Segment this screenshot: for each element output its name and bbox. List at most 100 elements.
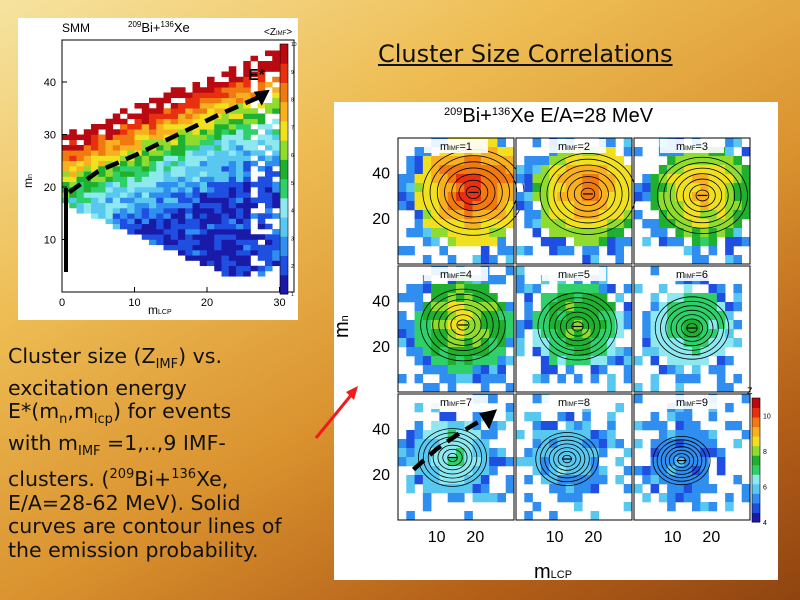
heatmap-cell xyxy=(472,448,482,458)
heatmap-cell xyxy=(439,374,449,384)
heatmap-cell xyxy=(505,302,515,312)
heatmap-cell xyxy=(598,338,608,348)
heatmap-cell xyxy=(62,171,70,177)
heatmap-cell xyxy=(228,150,237,156)
grid-subpanel: mIMF=9 xyxy=(633,393,751,521)
heatmap-cell xyxy=(228,208,237,214)
heatmap-cell xyxy=(565,201,575,211)
colorbar-frame xyxy=(751,397,761,523)
heatmap-cell xyxy=(257,118,266,125)
heatmap-cell xyxy=(221,134,230,141)
heatmap-cell xyxy=(127,160,135,167)
heatmap-cell xyxy=(228,187,237,193)
heatmap-cell xyxy=(178,234,186,240)
heatmap-cell xyxy=(716,183,726,193)
heatmap-cell xyxy=(480,183,490,193)
heatmap-cell xyxy=(598,475,608,485)
heatmap-cell xyxy=(524,165,533,175)
heatmap-cell xyxy=(156,134,164,141)
heatmap-cell xyxy=(574,439,583,449)
heatmap-cell xyxy=(69,150,77,156)
heatmap-cell xyxy=(431,284,440,294)
heatmap-cell xyxy=(497,365,507,375)
heatmap-cell xyxy=(590,174,600,184)
heatmap-cell xyxy=(590,255,600,265)
heatmap-cell xyxy=(582,311,591,321)
heatmap-cell xyxy=(120,108,128,114)
trend-arrow-head xyxy=(253,89,270,106)
heatmap-cell xyxy=(207,103,215,109)
heatmap-cell xyxy=(91,208,99,214)
heatmap-cell xyxy=(439,421,449,431)
heatmap-cell xyxy=(598,302,608,312)
heatmap-cell xyxy=(192,113,201,120)
x-tick-label: 20 xyxy=(584,529,602,546)
heatmap-cell xyxy=(708,302,718,312)
heatmap-cell xyxy=(163,218,172,225)
heatmap-cell xyxy=(243,213,251,219)
heatmap-cell xyxy=(243,82,251,88)
heatmap-cell xyxy=(185,234,193,240)
heatmap-cell xyxy=(716,329,726,339)
heatmap-cell xyxy=(447,293,457,303)
heatmap-cell xyxy=(141,155,150,162)
heatmap-cell xyxy=(733,201,743,211)
heatmap-cell xyxy=(708,293,718,303)
heatmap-cell xyxy=(105,208,114,214)
heatmap-cell xyxy=(439,466,449,476)
heatmap-cell xyxy=(62,160,70,167)
heatmap-cell xyxy=(692,448,701,458)
heatmap-cell xyxy=(199,160,208,167)
heatmap-cell xyxy=(185,97,193,104)
heatmap-cell xyxy=(598,183,608,193)
heatmap-cell xyxy=(243,134,251,141)
heatmap-cell xyxy=(549,320,558,330)
heatmap-cell xyxy=(598,439,608,449)
heatmap-cell xyxy=(700,311,709,321)
heatmap-cell xyxy=(524,183,533,193)
heatmap-cell xyxy=(120,208,128,214)
heatmap-cell xyxy=(243,197,251,204)
heatmap-cell xyxy=(243,150,251,156)
colorbar-segment xyxy=(280,236,288,257)
heatmap-cell xyxy=(105,129,114,135)
heatmap-cell xyxy=(590,484,600,494)
heatmap-cell xyxy=(431,383,440,393)
heatmap-cell xyxy=(708,338,718,348)
panel-label-bg xyxy=(424,139,488,153)
heatmap-cell xyxy=(650,475,660,485)
heatmap-cell xyxy=(406,457,415,467)
heatmap-cell xyxy=(214,150,222,156)
heatmap-cell xyxy=(497,448,507,458)
smm-excitation-label: E* xyxy=(248,67,266,84)
heatmap-cell xyxy=(257,103,266,109)
heatmap-cell xyxy=(228,160,237,167)
heatmap-cell xyxy=(257,181,266,188)
heatmap-cell xyxy=(650,457,660,467)
smm-colorbar-label: <ZIMF> xyxy=(264,27,292,38)
heatmap-cell xyxy=(214,176,222,183)
heatmap-cell xyxy=(480,475,490,485)
heatmap-cell xyxy=(163,155,172,162)
heatmap-cell xyxy=(516,329,525,339)
grid-subpanel: mIMF=8 xyxy=(515,393,633,521)
heatmap-cell xyxy=(725,421,734,431)
heatmap-cell xyxy=(565,183,575,193)
heatmap-cell xyxy=(716,201,726,211)
heatmap-cell xyxy=(422,255,432,265)
heatmap-cell xyxy=(221,139,230,146)
heatmap-cell xyxy=(228,118,237,125)
y-tick-label: 20 xyxy=(372,339,390,356)
heatmap-cell xyxy=(98,208,106,214)
heatmap-cell xyxy=(127,150,135,156)
heatmap-cell xyxy=(590,457,600,467)
heatmap-cell xyxy=(178,139,186,146)
heatmap-cell xyxy=(708,219,718,229)
heatmap-cell xyxy=(692,430,701,440)
heatmap-cell xyxy=(199,113,208,120)
heatmap-cell xyxy=(265,108,273,114)
heatmap-cell xyxy=(574,374,583,384)
heatmap-cell xyxy=(406,201,415,211)
heatmap-cell xyxy=(683,475,693,485)
heatmap-cell xyxy=(700,329,709,339)
